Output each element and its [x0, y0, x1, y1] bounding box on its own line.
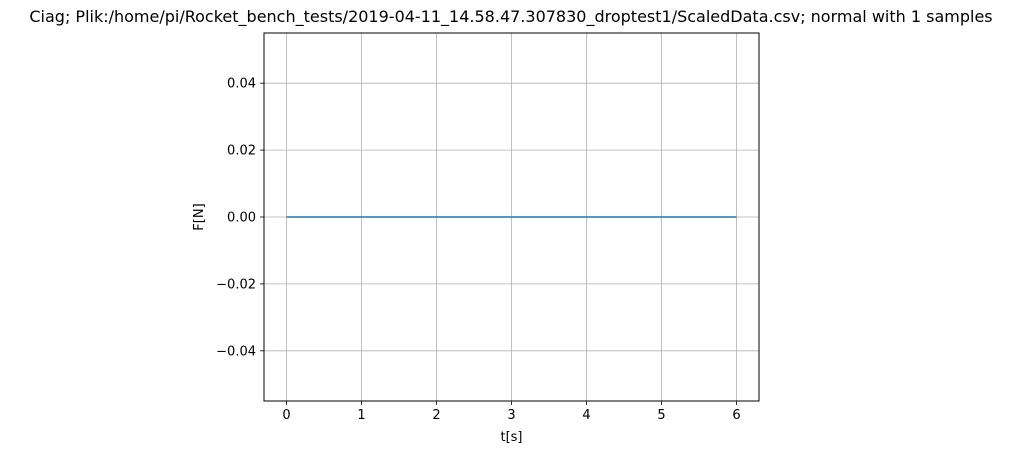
- x-tick-label: 6: [732, 408, 740, 423]
- y-tick-label: −0.02: [216, 277, 256, 292]
- x-axis-ticks: 0 1 2 3 4 5 6: [282, 401, 741, 423]
- chart-title: Ciag; Plik:/home/pi/Rocket_bench_tests/2…: [29, 7, 992, 27]
- x-tick-label: 5: [657, 408, 665, 423]
- x-tick-label: 0: [282, 408, 290, 423]
- y-axis-ticks: −0.04 −0.02 0.00 0.02 0.04: [216, 77, 264, 359]
- y-tick-label: 0.04: [227, 77, 256, 92]
- x-tick-label: 2: [432, 408, 440, 423]
- y-axis-label: F[N]: [192, 203, 207, 230]
- y-tick-label: 0.00: [227, 211, 256, 226]
- x-tick-label: 3: [507, 408, 515, 423]
- x-axis-label: t[s]: [500, 430, 522, 445]
- y-tick-label: 0.02: [227, 144, 256, 159]
- y-tick-label: −0.04: [216, 344, 256, 359]
- x-tick-label: 1: [357, 408, 365, 423]
- x-tick-label: 4: [582, 408, 590, 423]
